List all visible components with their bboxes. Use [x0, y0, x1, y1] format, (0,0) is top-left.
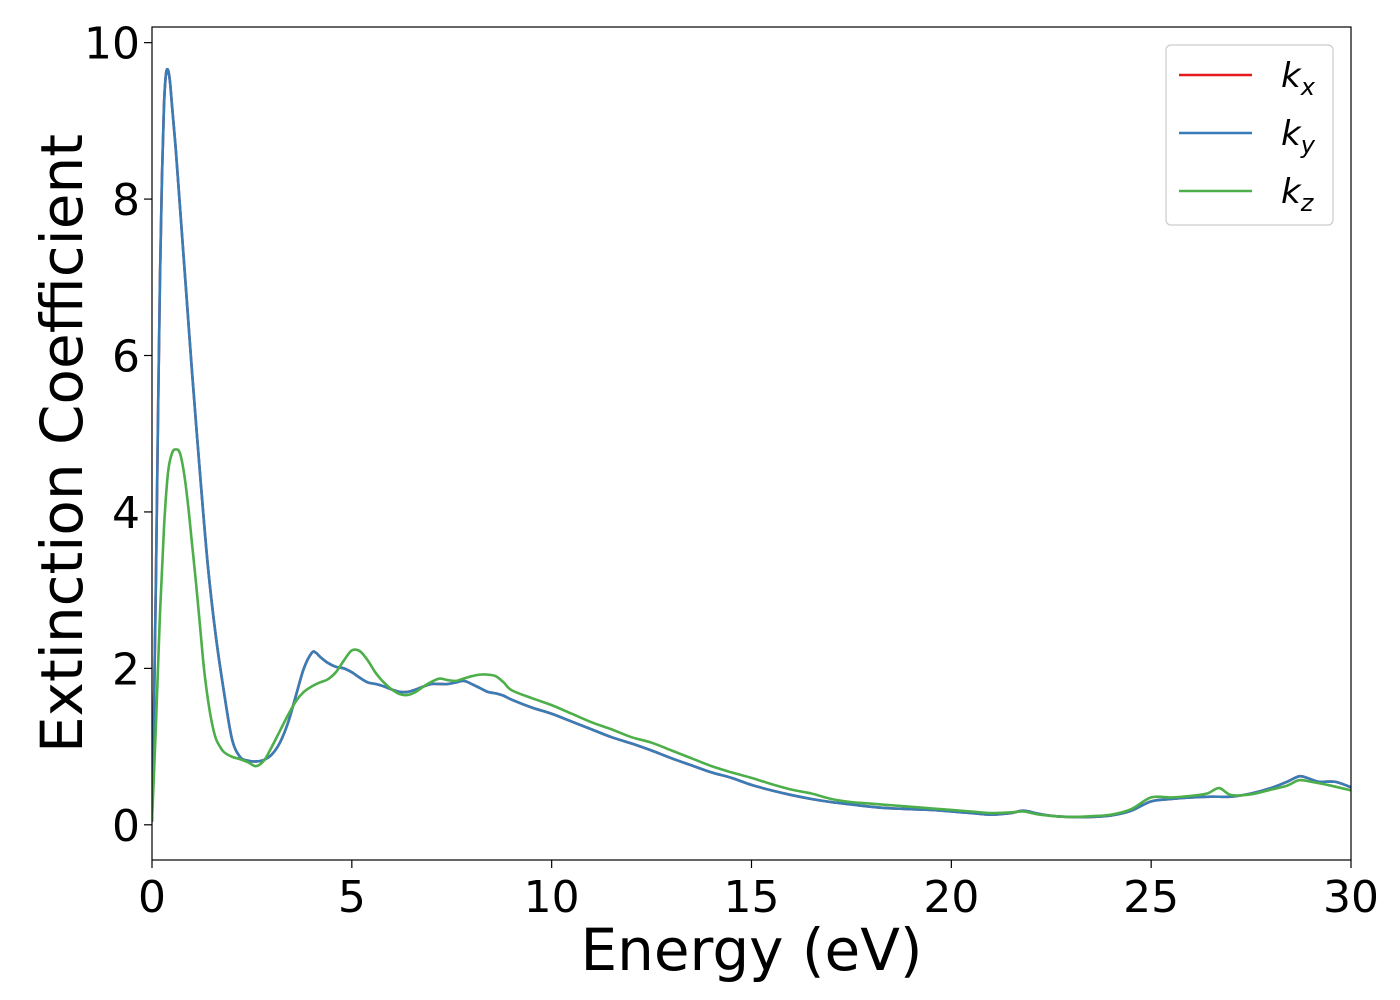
legend-label-y: ky — [1281, 114, 1316, 159]
y-tick-label: 2 — [112, 644, 140, 695]
legend: kx ky kz — [1165, 44, 1334, 226]
x-tick-label: 10 — [524, 872, 580, 923]
x-tick-label: 15 — [724, 872, 780, 923]
y-tick-label: 4 — [112, 488, 140, 539]
legend-box — [1165, 44, 1334, 226]
legend-label-x: kx — [1281, 56, 1316, 101]
x-tick-label: 20 — [923, 872, 979, 923]
y-axis-title: Extinction Coefficient — [28, 134, 96, 753]
y-tick-label: 10 — [84, 19, 140, 70]
x-axis-title: Energy (eV) — [580, 916, 922, 984]
legend-label-z: kz — [1281, 172, 1315, 217]
axis-ticks: 0 5 10 15 20 25 30 0 2 4 6 8 10 — [84, 19, 1379, 923]
y-tick-label: 0 — [112, 801, 140, 852]
plot-frame — [151, 26, 1352, 861]
series-line-z — [152, 448, 1351, 823]
x-tick-label: 25 — [1123, 872, 1179, 923]
x-tick-label: 30 — [1323, 872, 1379, 923]
x-tick-label: 5 — [338, 872, 366, 923]
plot-area — [152, 67, 1351, 823]
y-tick-label: 6 — [112, 332, 140, 383]
y-tick-label: 8 — [112, 175, 140, 226]
x-tick-label: 0 — [138, 872, 166, 923]
